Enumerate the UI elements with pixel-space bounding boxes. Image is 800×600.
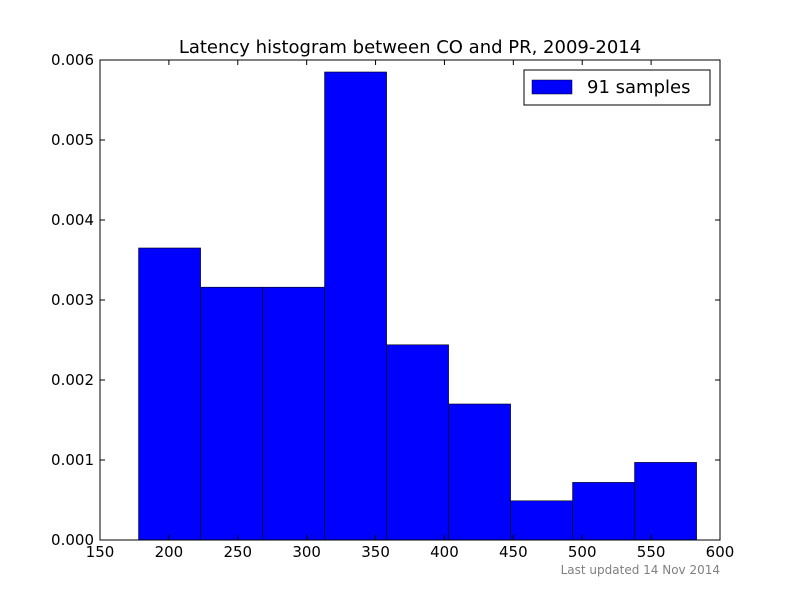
x-tick-label: 250: [223, 543, 252, 561]
legend-label: 91 samples: [587, 77, 690, 98]
axis-ticks: [99, 59, 721, 541]
y-tick-label: 0.004: [51, 211, 94, 229]
chart-title: Latency histogram between CO and PR, 200…: [179, 37, 641, 58]
x-tick-label: 400: [430, 543, 459, 561]
histogram-bar: [138, 247, 201, 541]
histogram-bar: [572, 482, 635, 541]
y-tick-label: 0.006: [51, 51, 94, 69]
bars-group: [138, 71, 697, 541]
y-axis-tick-labels: 0.000 0.001 0.002 0.003 0.004 0.005 0.006: [51, 51, 94, 549]
histogram-bar: [386, 344, 449, 541]
x-tick-label: 350: [361, 543, 390, 561]
y-tick-label: 0.003: [51, 291, 94, 309]
legend: 91 samples: [523, 69, 711, 106]
x-tick-label: 150: [86, 543, 115, 561]
x-axis-tick-labels: 150 200 250 300 350 400 450 500 550 600: [86, 543, 735, 561]
legend-swatch: [531, 79, 573, 95]
histogram-bar: [634, 462, 697, 541]
histogram-bar: [324, 71, 387, 541]
x-tick-label: 500: [568, 543, 597, 561]
y-tick-label: 0.005: [51, 131, 94, 149]
x-tick-label: 300: [292, 543, 321, 561]
histogram-bar: [200, 286, 263, 541]
y-tick-label: 0.000: [51, 531, 94, 549]
x-tick-label: 600: [706, 543, 735, 561]
x-tick-label: 550: [637, 543, 666, 561]
histogram-bar: [448, 403, 511, 541]
y-tick-label: 0.001: [51, 451, 94, 469]
y-tick-label: 0.002: [51, 371, 94, 389]
histogram-bar: [262, 286, 325, 541]
x-tick-label: 200: [155, 543, 184, 561]
x-tick-label: 450: [499, 543, 528, 561]
footnote-last-updated: Last updated 14 Nov 2014: [561, 563, 720, 577]
histogram-bar: [510, 500, 573, 541]
